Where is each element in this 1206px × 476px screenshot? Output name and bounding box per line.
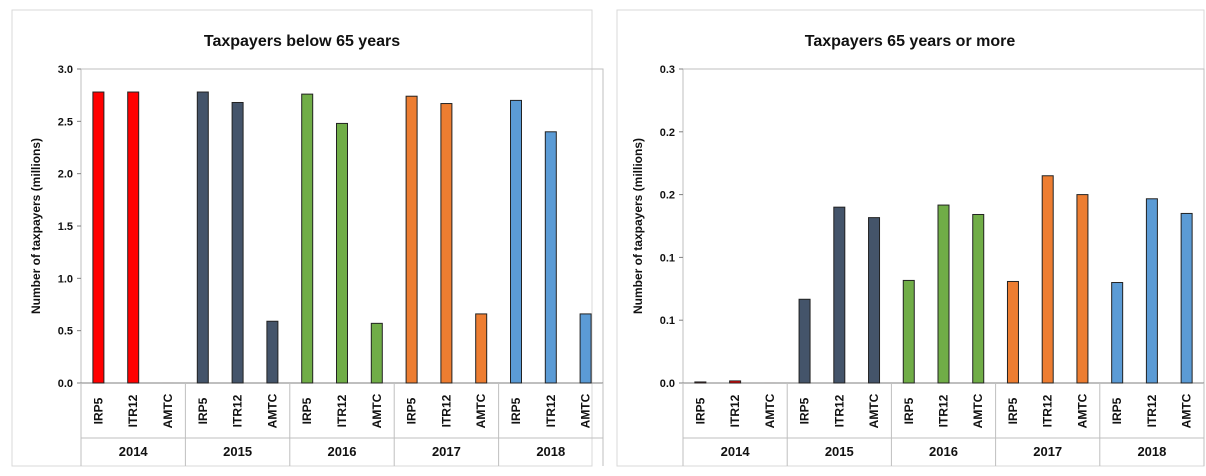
x-category-label: ITR12 — [439, 394, 453, 427]
x-category-label: ITR12 — [544, 394, 558, 427]
bar-2018-itr12 — [1145, 198, 1158, 384]
y-tick-label: 3.0 — [58, 64, 73, 76]
x-category-label: ITR12 — [126, 394, 140, 427]
bar-2016-itr12 — [937, 204, 950, 384]
bar-2018-amtc — [1180, 212, 1193, 384]
y-tick-label: 0.0 — [58, 378, 73, 390]
x-category-label: ITR12 — [832, 394, 846, 427]
x-category-label: ITR12 — [1041, 394, 1055, 427]
bar-2018-itr12 — [544, 131, 557, 384]
y-tick-label: 0.0 — [660, 378, 675, 390]
x-group-label: 2014 — [721, 444, 751, 459]
x-category-label: AMTC — [867, 393, 881, 428]
bar-2015-amtc — [868, 217, 881, 384]
chart-1: Taxpayers below 65 years Number of taxpay… — [11, 9, 604, 467]
x-group-label: 2015 — [825, 444, 854, 459]
x-group-label: 2016 — [929, 444, 958, 459]
x-category-label: ITR12 — [937, 394, 951, 427]
bar-2014-irp5 — [694, 381, 707, 384]
x-category-label: IRP5 — [405, 397, 419, 424]
bar-2017-irp5 — [405, 95, 418, 384]
bar-2018-amtc — [579, 313, 592, 384]
y-tick-label: 0.1 — [660, 315, 675, 327]
x-category-label: IRP5 — [798, 397, 812, 424]
x-category-label: ITR12 — [1145, 394, 1159, 427]
bar-2016-irp5 — [902, 279, 915, 384]
bar-2018-irp5 — [510, 99, 522, 384]
bar-2017-amtc — [1076, 194, 1089, 384]
bar-2017-itr12 — [440, 103, 453, 384]
x-group-label: 2018 — [1137, 444, 1166, 459]
x-category-label: IRP5 — [196, 397, 210, 424]
chart-title: Taxpayers 65 years or more — [805, 33, 1016, 50]
x-category-label: AMTC — [265, 393, 279, 428]
chart-title: Taxpayers below 65 years — [204, 33, 400, 50]
bar-2017-irp5 — [1006, 280, 1019, 384]
y-tick-label: 0.1 — [660, 252, 675, 264]
chart-frame — [11, 9, 593, 467]
chart-2: Taxpayers 65 years or more Number of taxp… — [616, 9, 1205, 467]
bar-2014-itr12 — [729, 380, 742, 384]
bar-2018-irp5 — [1111, 282, 1124, 384]
x-group-label: 2016 — [328, 444, 357, 459]
chart-frame — [616, 9, 1205, 467]
x-category-label: IRP5 — [902, 397, 916, 424]
bar-2016-amtc — [370, 322, 383, 384]
x-category-label: IRP5 — [693, 397, 707, 424]
x-category-label: IRP5 — [91, 397, 105, 424]
x-category-label: IRP5 — [1006, 397, 1020, 424]
bar-2015-irp5 — [798, 298, 811, 384]
y-tick-label: 2.0 — [58, 169, 73, 181]
bar-2016-amtc — [972, 213, 985, 384]
bar-2017-amtc — [475, 313, 488, 384]
x-category-label: AMTC — [474, 393, 488, 428]
y-tick-label: 2.5 — [58, 116, 73, 128]
y-tick-label: 0.3 — [660, 64, 675, 76]
bar-2015-itr12 — [231, 101, 244, 384]
y-axis-label: Number of taxpayers (millions) — [29, 138, 43, 314]
bar-2015-irp5 — [196, 91, 209, 384]
y-tick-label: 0.2 — [660, 127, 675, 139]
bar-2014-irp5 — [92, 91, 105, 384]
y-tick-label: 1.0 — [58, 273, 73, 285]
x-group-label: 2017 — [432, 444, 461, 459]
x-group-label: 2017 — [1033, 444, 1062, 459]
x-group-label: 2014 — [119, 444, 149, 459]
bar-2014-itr12 — [127, 91, 140, 384]
bar-2015-amtc — [266, 320, 279, 384]
x-category-label: AMTC — [370, 393, 384, 428]
y-axis-label: Number of taxpayers (millions) — [631, 138, 645, 314]
x-group-label: 2018 — [536, 444, 565, 459]
x-category-label: AMTC — [161, 393, 175, 428]
x-category-label: AMTC — [579, 393, 593, 428]
bar-2016-irp5 — [301, 93, 314, 384]
x-category-label: AMTC — [971, 393, 985, 428]
x-category-label: AMTC — [763, 393, 777, 428]
bar-2017-itr12 — [1041, 175, 1054, 384]
y-tick-label: 0.2 — [660, 190, 675, 202]
bar-2016-itr12 — [336, 122, 348, 384]
y-tick-label: 0.5 — [58, 326, 73, 338]
x-category-label: ITR12 — [231, 394, 245, 427]
y-tick-label: 1.5 — [58, 221, 73, 233]
x-group-label: 2015 — [223, 444, 252, 459]
x-category-label: ITR12 — [335, 394, 349, 427]
bar-2015-itr12 — [833, 206, 846, 384]
x-category-label: AMTC — [1180, 393, 1194, 428]
x-category-label: IRP5 — [300, 397, 314, 424]
x-category-label: IRP5 — [1110, 397, 1124, 424]
x-category-label: IRP5 — [509, 397, 523, 424]
x-category-label: ITR12 — [728, 394, 742, 427]
x-category-label: AMTC — [1075, 393, 1089, 428]
